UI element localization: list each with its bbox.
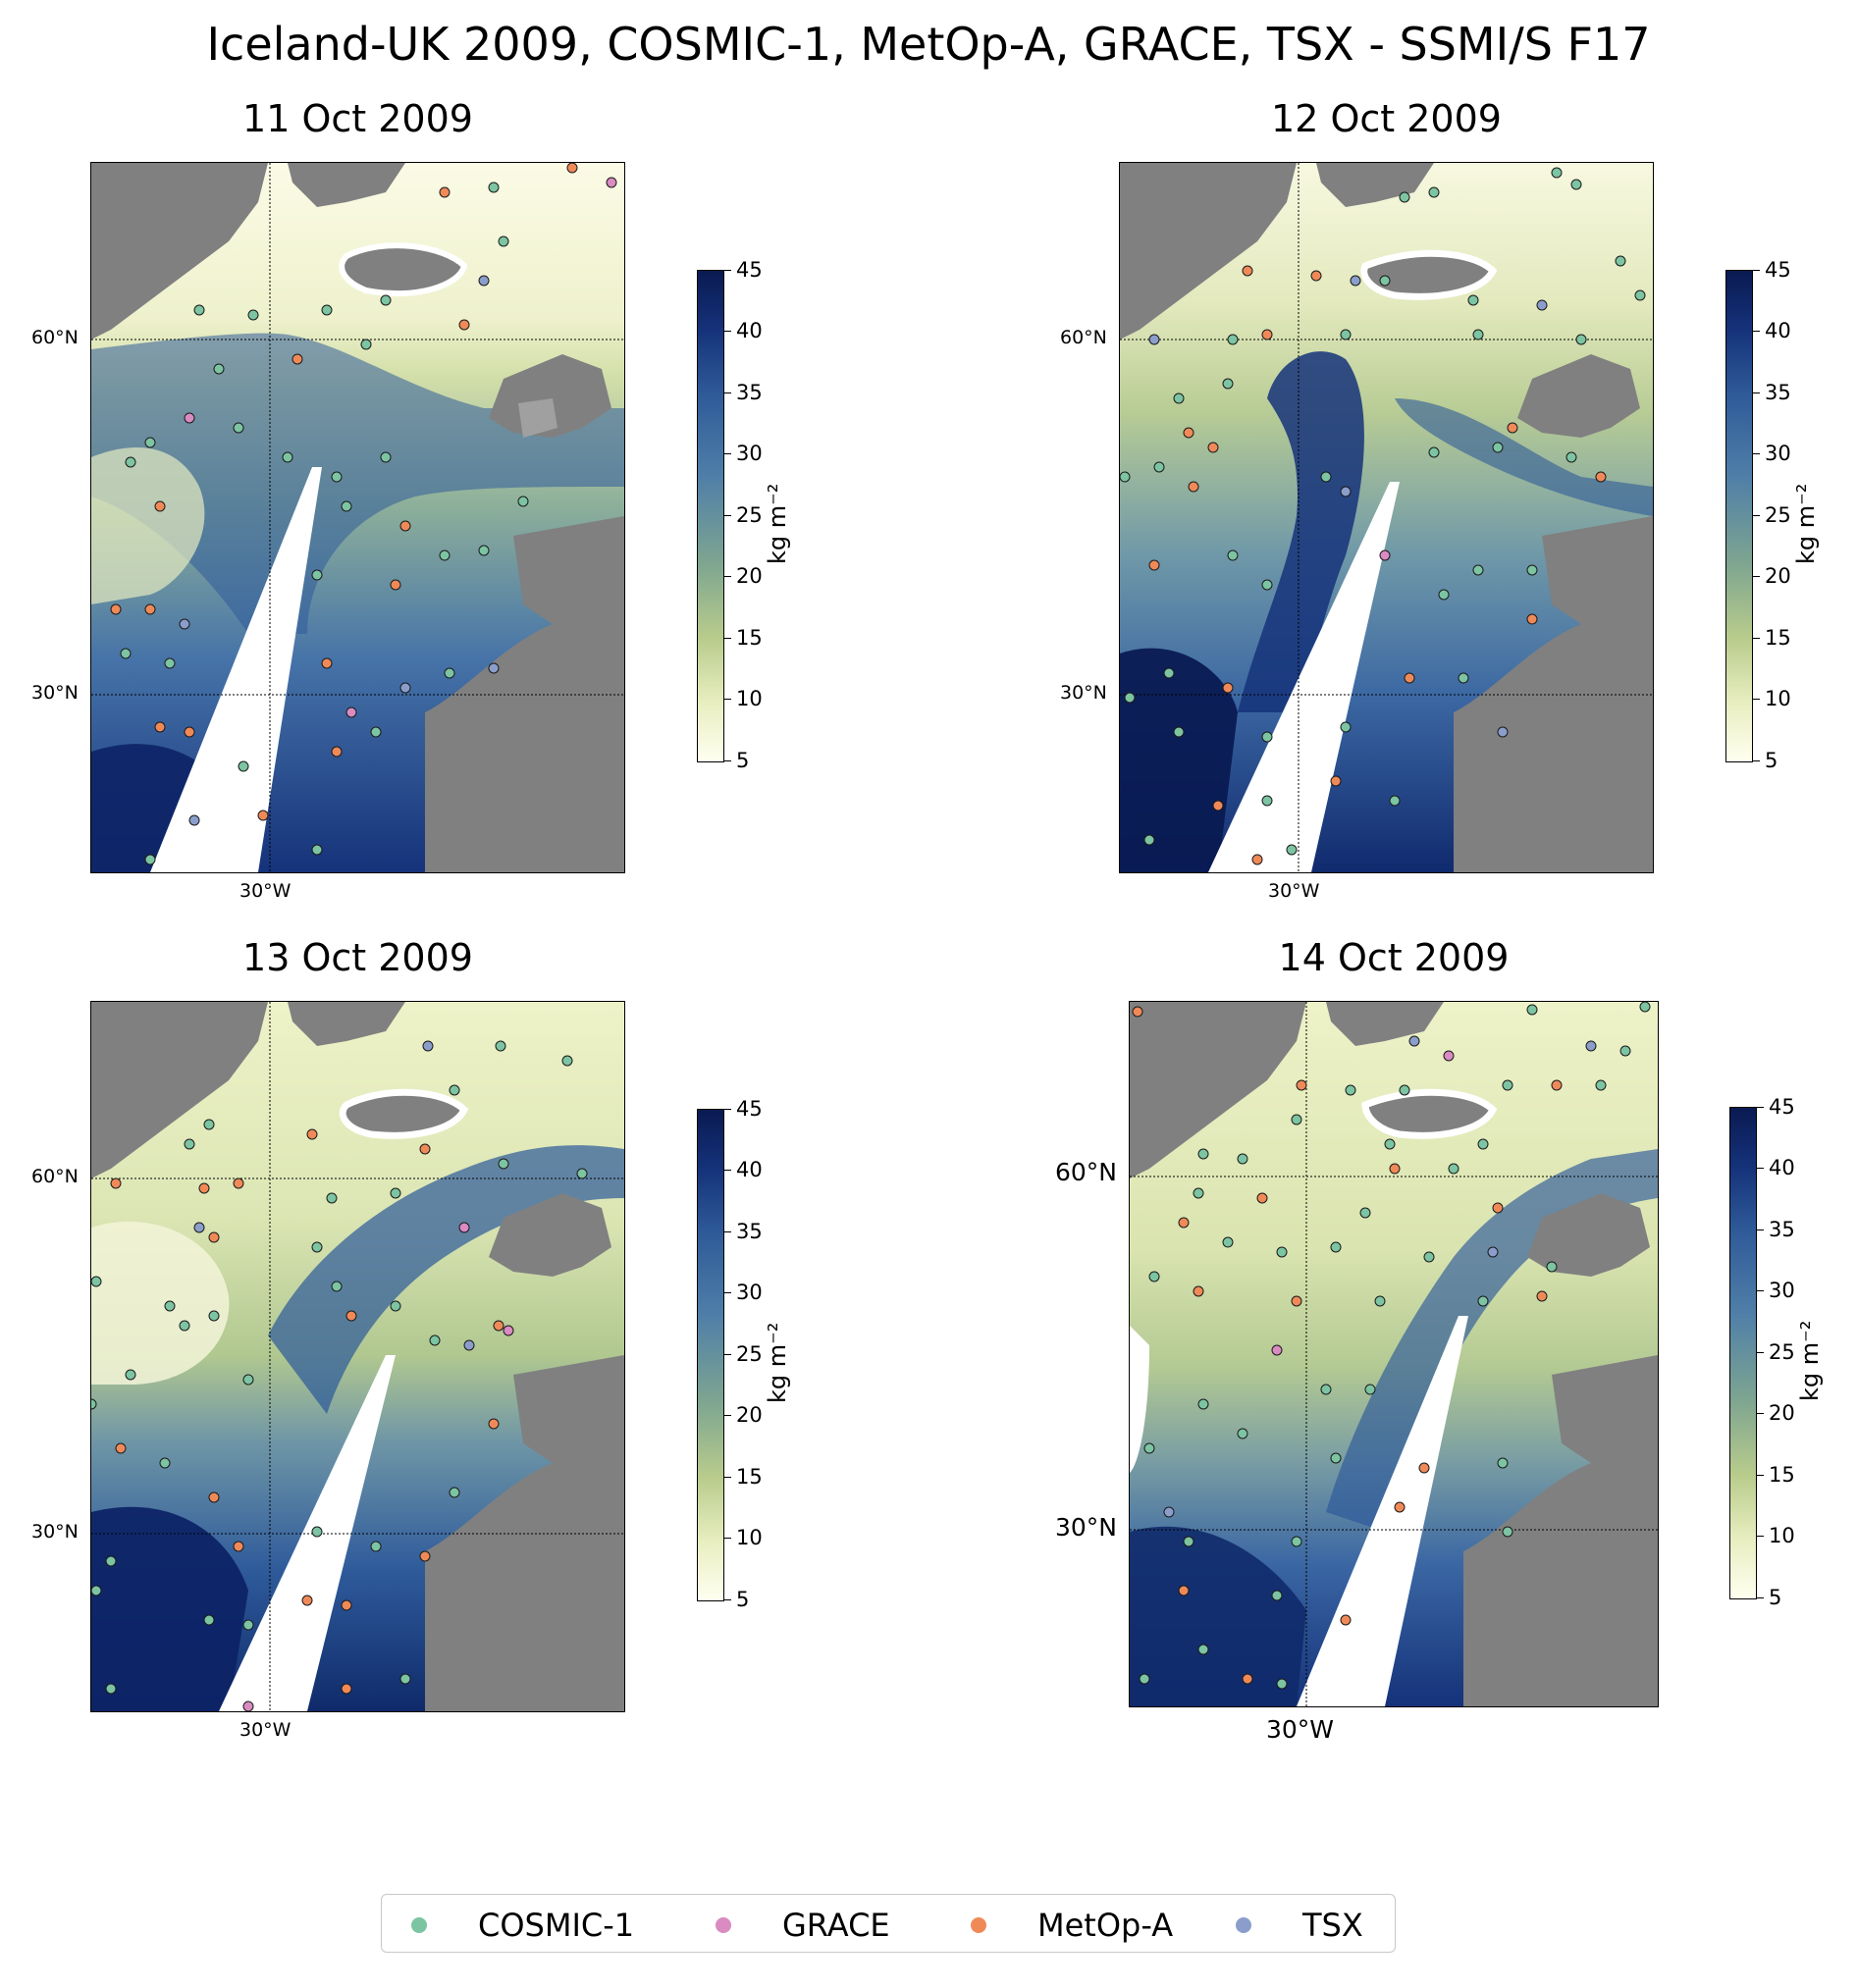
lon-label-30w: 30°W (1268, 880, 1320, 902)
panel-title: 14 Oct 2009 (1278, 936, 1510, 979)
legend-marker-tsx (1236, 1917, 1251, 1933)
colorbar-tick: 20 (1765, 564, 1791, 588)
colorbar-tick: 35 (736, 1220, 763, 1243)
colorbar-tick: 35 (1769, 1218, 1795, 1241)
legend-marker-cosmic1 (411, 1917, 427, 1933)
panel-13-oct: 13 Oct 2009 (31, 936, 625, 1741)
colorbar-tick: 30 (1765, 442, 1791, 465)
map-13-oct (90, 1001, 625, 1712)
map-graphic (91, 163, 624, 872)
colorbar-13-oct: 45 40 35 30 25 20 15 10 5 kg m⁻² (697, 1097, 815, 1611)
colorbar-tick: 40 (1765, 319, 1791, 342)
legend-label-metopa: MetOp-A (1037, 1907, 1174, 1944)
lat-label-60n: 60°N (31, 1166, 79, 1187)
legend-label-cosmic1: COSMIC-1 (478, 1907, 635, 1944)
legend: COSMIC-1 GRACE MetOp-A TSX (381, 1894, 1396, 1953)
lat-label-30n: 30°N (31, 1521, 79, 1543)
colorbar-12-oct: 45 40 35 30 25 20 15 10 5 kg m⁻² (1725, 258, 1843, 772)
legend-marker-metopa (971, 1917, 986, 1933)
colorbar-tick: 25 (736, 1342, 763, 1366)
panel-title: 11 Oct 2009 (242, 97, 473, 140)
map-graphic (1130, 1002, 1658, 1706)
panel-14-oct: 14 Oct 2009 (1055, 936, 1659, 1744)
colorbar-tick: 5 (736, 749, 750, 772)
lon-label-30w: 30°W (239, 1719, 292, 1741)
colorbar-tick: 10 (1769, 1524, 1795, 1547)
legend-marker-grace (716, 1917, 731, 1933)
colorbar-tick: 15 (736, 626, 763, 650)
colorbar-tick: 15 (1765, 626, 1791, 650)
colorbar-unit: kg m⁻² (1792, 483, 1820, 564)
map-graphic (91, 1002, 624, 1711)
colorbar-11-oct: 45 40 35 30 25 20 15 10 5 kg m⁻² (697, 258, 815, 772)
colorbar-tick: 45 (736, 1097, 763, 1121)
lat-label-30n: 30°N (1055, 1513, 1118, 1542)
colorbar-tick: 25 (736, 503, 763, 527)
colorbar-tick: 40 (1769, 1156, 1795, 1179)
colorbar-tick: 20 (736, 564, 763, 588)
colorbar-tick: 25 (1765, 503, 1791, 527)
map-11-oct (90, 162, 625, 873)
colorbar-tick: 5 (736, 1588, 750, 1611)
legend-item-cosmic1: COSMIC-1 (411, 1907, 634, 1944)
panel-11-oct: 11 Oct 2009 (31, 97, 625, 902)
colorbar-tick: 30 (1769, 1279, 1795, 1302)
map-14-oct (1129, 1001, 1659, 1707)
lon-label-30w: 30°W (239, 880, 292, 902)
map-graphic (1120, 163, 1653, 872)
colorbar-tick: 10 (736, 1526, 763, 1549)
colorbar-tick: 15 (1769, 1463, 1795, 1487)
legend-label-tsx: TSX (1302, 1907, 1363, 1944)
panel-title: 12 Oct 2009 (1271, 97, 1502, 140)
lat-label-60n: 60°N (1055, 1158, 1118, 1186)
legend-item-metopa: MetOp-A (971, 1907, 1173, 1944)
colorbar-tick: 40 (736, 1158, 763, 1181)
colorbar-tick: 20 (736, 1403, 763, 1427)
colorbar-tick: 45 (736, 258, 763, 282)
colorbar-tick: 35 (1765, 381, 1791, 404)
colorbar-unit: kg m⁻² (764, 1322, 791, 1403)
legend-item-tsx: TSX (1236, 1907, 1363, 1944)
panel-12-oct: 12 Oct 2009 (1060, 97, 1654, 902)
colorbar-tick: 20 (1769, 1401, 1795, 1425)
colorbar-tick: 15 (736, 1465, 763, 1489)
colorbar-tick: 10 (1765, 687, 1791, 710)
panel-title: 13 Oct 2009 (242, 936, 473, 979)
colorbar-tick: 30 (736, 442, 763, 465)
map-12-oct (1119, 162, 1654, 873)
colorbar-tick: 35 (736, 381, 763, 404)
colorbar-tick: 5 (1765, 749, 1778, 772)
colorbar-tick: 25 (1769, 1340, 1795, 1364)
colorbar-14-oct: 45 40 35 30 25 20 15 10 5 kg m⁻² (1729, 1095, 1847, 1609)
legend-label-grace: GRACE (782, 1907, 890, 1944)
colorbar-tick: 40 (736, 319, 763, 342)
colorbar-tick: 45 (1765, 258, 1791, 282)
colorbar-tick: 5 (1769, 1586, 1782, 1609)
colorbar-tick: 30 (736, 1281, 763, 1304)
lat-label-60n: 60°N (1060, 327, 1107, 348)
lat-label-30n: 30°N (1060, 682, 1107, 704)
lat-label-60n: 60°N (31, 327, 79, 348)
colorbar-unit: kg m⁻² (1796, 1320, 1824, 1401)
figure-title: Iceland-UK 2009, COSMIC-1, MetOp-A, GRAC… (206, 18, 1651, 71)
colorbar-tick: 10 (736, 687, 763, 710)
legend-item-grace: GRACE (716, 1907, 890, 1944)
colorbar-unit: kg m⁻² (764, 483, 791, 564)
colorbar-tick: 45 (1769, 1095, 1795, 1119)
lon-label-30w: 30°W (1266, 1715, 1335, 1744)
lat-label-30n: 30°N (31, 682, 79, 704)
